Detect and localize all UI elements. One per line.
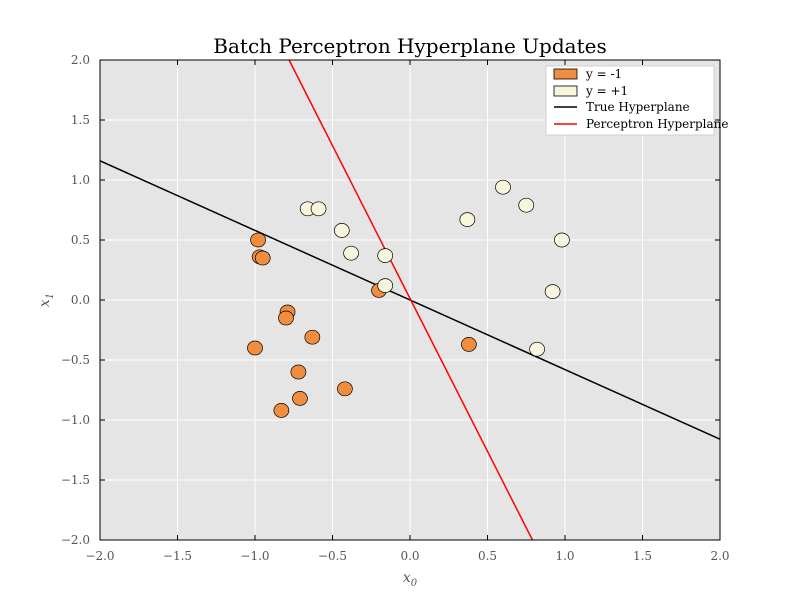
x-tick-label: −1.0 — [240, 549, 269, 563]
data-point-series-1 — [343, 245, 359, 261]
data-point-series-0 — [273, 403, 290, 418]
data-point-series-0 — [278, 310, 294, 326]
legend-label-perceptron-hyperplane: Perceptron Hyperplane — [586, 117, 728, 131]
x-tick-label: 1.5 — [633, 549, 652, 563]
legend-swatch-y-minus-1 — [553, 68, 578, 80]
data-point-series-0 — [290, 364, 307, 380]
legend-label-y-minus-1: y = -1 — [585, 67, 622, 81]
data-point-series-1 — [544, 284, 561, 299]
y-axis-label-subscript: 1 — [45, 293, 56, 299]
x-tick-label: 0.5 — [478, 549, 497, 563]
x-tick-label: −2.0 — [85, 549, 114, 563]
series-points — [247, 179, 570, 418]
data-point-series-1 — [459, 212, 476, 227]
data-point-series-1 — [518, 197, 535, 213]
x-axis-label-base: x — [403, 570, 411, 586]
x-tick-label: 1.0 — [555, 549, 574, 563]
data-point-series-1 — [495, 179, 511, 195]
x-tick-label: −0.5 — [318, 549, 347, 563]
legend-swatch-y-plus-1 — [553, 85, 578, 97]
legend: y = -1 y = +1 True Hyperplane Perceptron… — [545, 65, 728, 136]
data-point-series-1 — [529, 341, 545, 357]
data-point-series-1 — [333, 223, 350, 238]
y-tick-label: 1.5 — [71, 113, 90, 127]
data-point-series-0 — [254, 250, 271, 266]
legend-label-true-hyperplane: True Hyperplane — [586, 100, 690, 114]
data-point-series-0 — [337, 381, 353, 397]
x-axis-label: x0 — [403, 570, 418, 589]
data-point-series-0 — [247, 340, 263, 356]
y-axis-label-base: x — [37, 299, 53, 307]
x-tick-label: 2.0 — [710, 549, 729, 563]
y-tick-label: −1.0 — [61, 413, 90, 427]
data-point-series-0 — [292, 391, 308, 406]
data-point-series-1 — [377, 248, 394, 263]
y-tick-label: −2.0 — [61, 533, 90, 547]
series-line-3 — [288, 60, 534, 540]
y-tick-label: 0.5 — [71, 233, 90, 247]
y-tick-label: 2.0 — [71, 53, 90, 67]
chart-title: Batch Perceptron Hyperplane Updates — [213, 34, 606, 58]
data-point-series-1 — [554, 232, 570, 248]
x-tick-label: 0.0 — [400, 549, 419, 563]
y-axis-label: x1 — [37, 293, 56, 307]
data-point-series-0 — [304, 329, 321, 345]
data-point-series-0 — [250, 232, 266, 248]
y-tick-label: −1.5 — [61, 473, 90, 487]
axis-ticks: −2.0 −1.5 −1.0 −0.5 0.0 0.5 1.0 1.5 2.0 −2.0 −1.5 −… — [61, 53, 730, 563]
series-lines — [100, 60, 720, 540]
legend-label-y-plus-1: y = +1 — [585, 84, 628, 98]
data-point-series-1 — [377, 278, 394, 293]
data-point-series-1 — [310, 201, 327, 217]
data-point-series-0 — [461, 337, 477, 352]
y-tick-label: −0.5 — [61, 353, 90, 367]
x-axis-label-subscript: 0 — [411, 578, 418, 589]
x-tick-label: −1.5 — [163, 549, 192, 563]
y-tick-label: 1.0 — [71, 173, 90, 187]
y-tick-label: 0.0 — [71, 293, 90, 307]
